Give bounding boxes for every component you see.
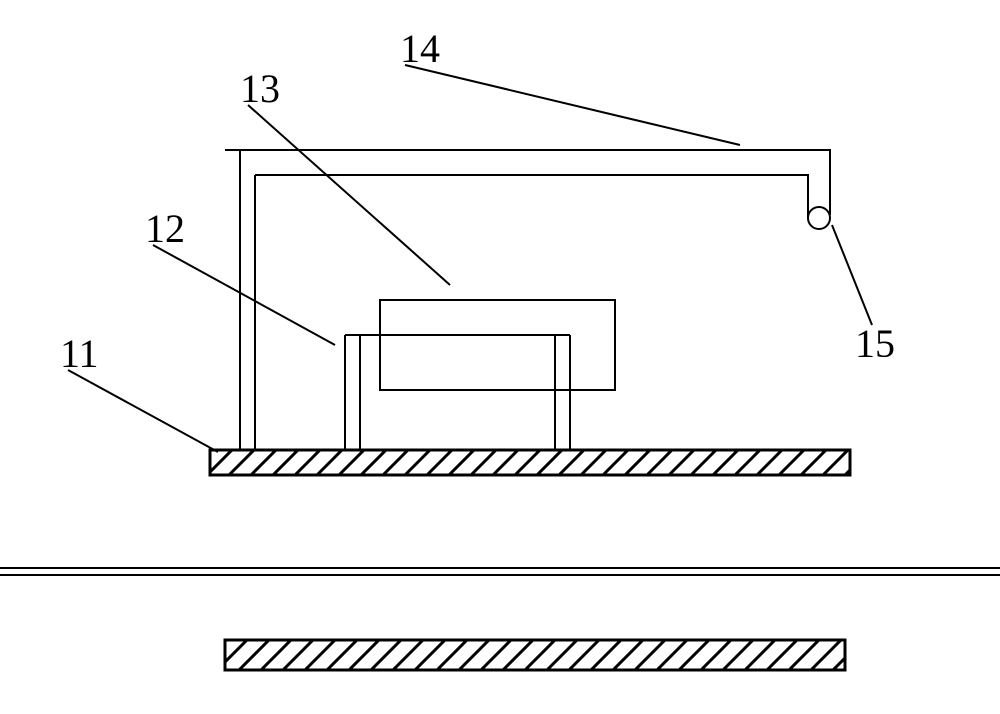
label-12: 12: [145, 206, 185, 251]
label-14: 14: [400, 26, 440, 71]
label-15: 15: [855, 321, 895, 366]
label-13: 13: [240, 66, 280, 111]
label-11: 11: [60, 331, 99, 376]
